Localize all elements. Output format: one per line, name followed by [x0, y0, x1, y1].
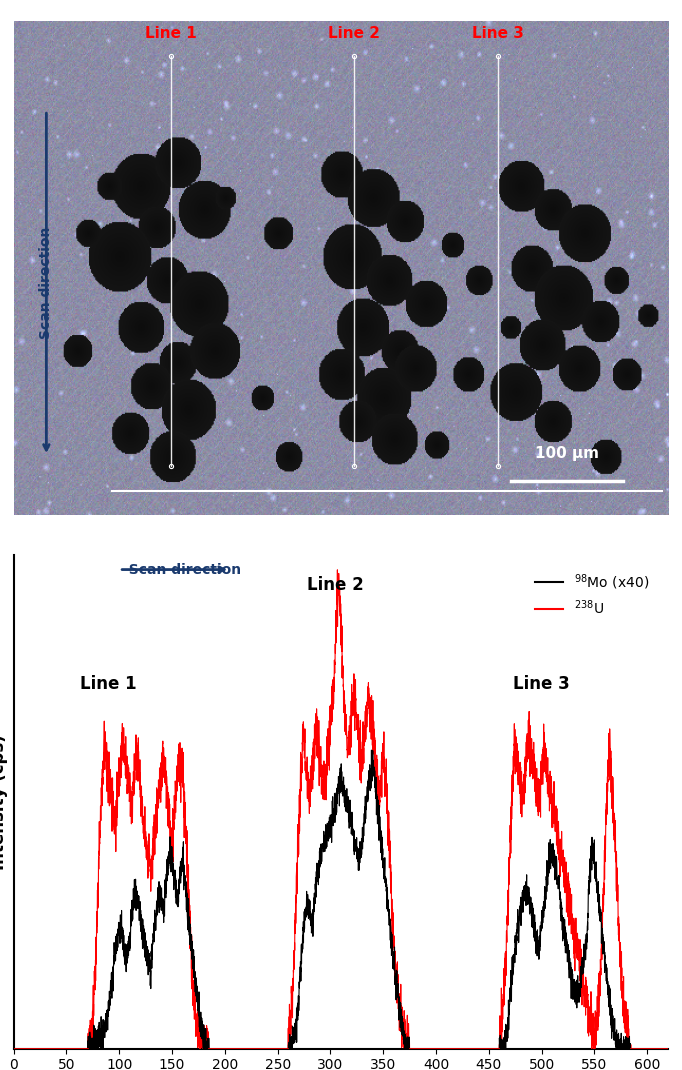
- Text: Line 1: Line 1: [80, 675, 137, 693]
- Text: Line 2: Line 2: [328, 26, 380, 41]
- Text: Scan direction: Scan direction: [40, 227, 53, 339]
- Y-axis label: Intensity (cps): Intensity (cps): [0, 734, 8, 870]
- Legend: $^{98}$Mo (x40), $^{238}$U: $^{98}$Mo (x40), $^{238}$U: [530, 567, 655, 623]
- Text: 100 μm: 100 μm: [535, 446, 599, 461]
- Text: Scan direction: Scan direction: [119, 563, 241, 577]
- Text: Line 1: Line 1: [145, 26, 196, 41]
- Text: Line 3: Line 3: [472, 26, 524, 41]
- Text: Line 2: Line 2: [308, 577, 364, 594]
- Text: Line 3: Line 3: [514, 675, 570, 693]
